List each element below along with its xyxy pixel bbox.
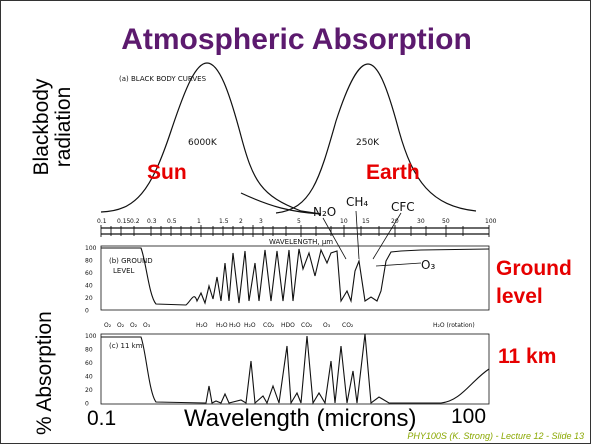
- absorber-species-label: CO₂: [263, 322, 275, 329]
- earth-blackbody-curve: [275, 63, 477, 214]
- wavelength-tick-label: 0.5: [167, 218, 177, 225]
- ground-ytick-label: 60: [85, 270, 93, 277]
- panel-a-caption: (a) BLACK BODY CURVES: [119, 75, 207, 83]
- absorber-species-label: H₂O: [229, 322, 241, 329]
- panel-c-caption: (c) 11 km: [109, 342, 143, 350]
- wavelength-tick-label: 10: [340, 218, 348, 225]
- wavelength-scale-title: WAVELENGTH, μm: [269, 238, 333, 246]
- wavelength-tick-label: 50: [442, 218, 450, 225]
- wavelength-tick-label: 20: [391, 218, 399, 225]
- wavelength-tick-label: 15: [362, 218, 370, 225]
- wavelength-tick-label: 0.3: [147, 218, 157, 225]
- x-axis-min-label: 0.1: [87, 407, 117, 430]
- km11-ytick-label: 20: [85, 387, 93, 394]
- slide-title: Atmospheric Absorption: [121, 23, 472, 56]
- ch4-label: CH₄: [346, 195, 368, 209]
- x-axis-title: Wavelength (microns): [184, 405, 417, 432]
- wavelength-tick-label: 5: [297, 218, 301, 225]
- ground-ytick-label: 0: [85, 308, 89, 315]
- wavelength-tick-label: 0.1: [97, 218, 107, 225]
- panel-b-caption-line2: LEVEL: [113, 267, 135, 275]
- wavelength-tick-label: 0.15: [117, 218, 131, 225]
- wavelength-tick-label: 1: [197, 218, 201, 225]
- ground-ytick-label: 80: [85, 258, 93, 265]
- slide-credit: PHY100S (K. Strong) - Lecture 12 - Slide…: [407, 431, 584, 441]
- absorber-species-label: O₂: [104, 322, 112, 329]
- earth-annotation: Earth: [366, 161, 420, 184]
- x-axis-max-label: 100: [451, 405, 487, 428]
- ground-ytick-label: 20: [85, 295, 93, 302]
- ground-ytick-label: 100: [85, 245, 97, 252]
- wavelength-tick-label: 3: [259, 218, 263, 225]
- sun-blackbody-curve: [100, 62, 322, 215]
- km11-ytick-label: 40: [85, 374, 93, 381]
- o3-label: O₃: [421, 258, 435, 272]
- absorber-species-label: CO₂: [301, 322, 313, 329]
- absorber-species-label: O₂: [130, 322, 138, 329]
- earth-temperature-label: 250K: [356, 138, 380, 148]
- panel-b-caption-line1: (b) GROUND: [109, 257, 153, 265]
- ground-absorption-spectrum: [101, 247, 490, 306]
- wavelength-tick-label: 0.2: [130, 218, 140, 225]
- absorber-species-label: H₂O: [216, 322, 228, 329]
- km11-ytick-label: 80: [85, 347, 93, 354]
- wavelength-tick-label: 1.5: [219, 218, 229, 225]
- n2o-label: N₂O: [313, 205, 336, 219]
- km11-ytick-label: 60: [85, 360, 93, 367]
- 11km-annotation: 11 km: [498, 345, 557, 368]
- absorber-species-label: O₂: [117, 322, 125, 329]
- absorber-species-label: O₃: [143, 322, 151, 329]
- km11-ytick-label: 0: [85, 401, 89, 408]
- wavelength-tick-label: 100: [485, 218, 497, 225]
- km11-absorption-spectrum: [101, 333, 490, 405]
- sun-annotation: Sun: [147, 161, 187, 184]
- wavelength-tick-label: 2: [239, 218, 243, 225]
- ground-level-annotation: Ground level: [496, 257, 572, 308]
- absorber-species-label: H₂O (rotation): [433, 322, 475, 329]
- wavelength-tick-label: 30: [417, 218, 425, 225]
- sun-temperature-label: 6000K: [188, 138, 218, 148]
- cfc-label: CFC: [391, 200, 415, 214]
- absorber-species-label: HDO: [281, 322, 295, 329]
- km11-ytick-label: 100: [85, 333, 97, 340]
- absorber-species-label: O₃: [323, 322, 331, 329]
- absorber-species-label: H₂O: [196, 322, 208, 329]
- ground-ytick-label: 40: [85, 283, 93, 290]
- absorber-species-label: H₂O: [244, 322, 256, 329]
- crossing-line: [240, 192, 322, 215]
- absorber-species-label: CO₂: [342, 322, 354, 329]
